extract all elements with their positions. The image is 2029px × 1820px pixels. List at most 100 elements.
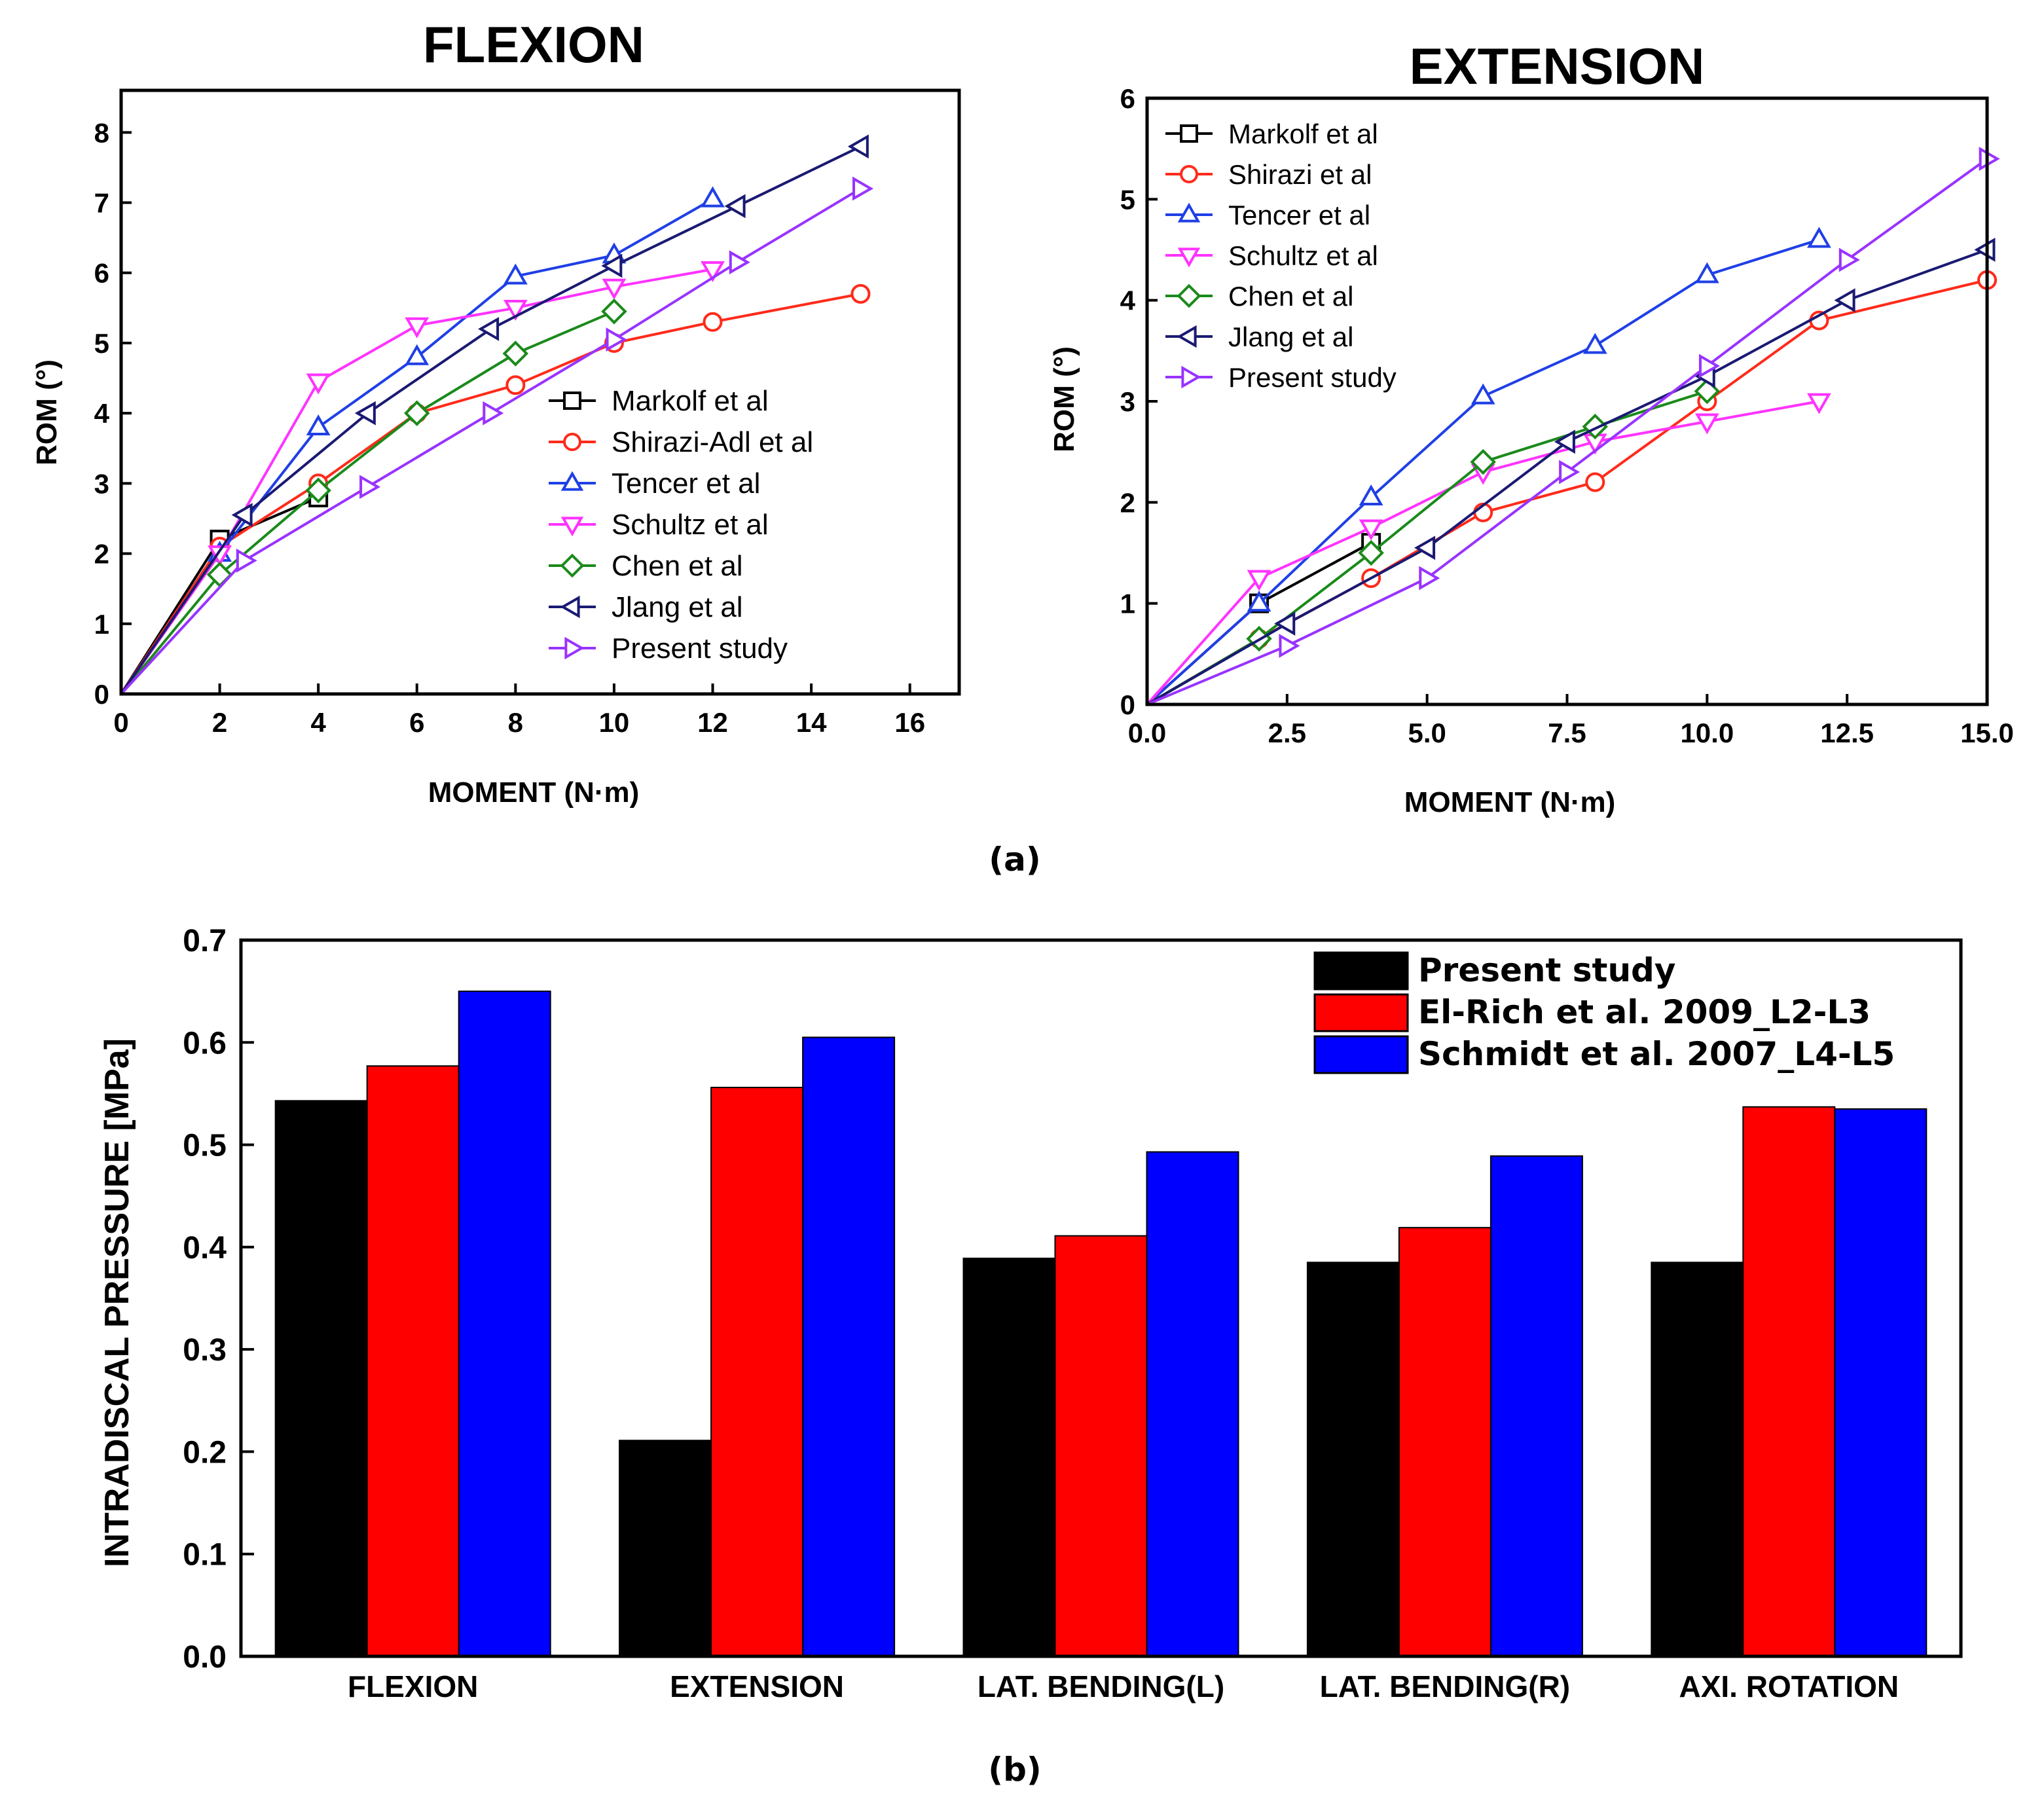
pressure-ticks: 0.0 0.1 0.2 0.3 0.4 0.5 0.6 0.7 FLEXION EXTENSION… [183, 924, 1899, 1703]
legend-marker-jiang [560, 595, 580, 619]
pressure-chart: INTRADISCAL PRESSURE [MPa] 0.00.10.20.30… [98, 924, 1963, 1703]
x-tick-label: 15.0 [1960, 718, 2014, 748]
series-present [120, 176, 874, 695]
legend-label: Chen et al [612, 550, 743, 582]
series-schultz [120, 261, 725, 695]
x-tick-label: 2.5 [1268, 718, 1306, 748]
data-point-jiang [847, 134, 869, 159]
data-point-chen [601, 298, 627, 325]
category-label: LAT. BENDING(R) [1320, 1669, 1570, 1703]
data-point-jiang [478, 317, 500, 341]
x-tick-label: 14 [796, 707, 827, 738]
data-point-tencer [306, 414, 331, 436]
pressure-bars [274, 991, 1928, 1658]
legend-marker-jiang [1177, 325, 1197, 348]
category-label: EXTENSION [670, 1669, 844, 1703]
legend-marker-markolf [563, 391, 581, 410]
data-point-jiang [1554, 429, 1575, 454]
x-tick-label: 5.0 [1408, 718, 1446, 748]
data-point-schultz [701, 261, 725, 282]
x-tick-label: 8 [508, 707, 523, 738]
extension-legend: Markolf et al Shirazi et al Tencer et al Sc… [1165, 118, 1397, 393]
bar-bar_schmidt [802, 1036, 896, 1657]
extension-ylabel: ROM (°) [1048, 346, 1080, 452]
series-line-shirazi [120, 292, 861, 695]
series-jiang [1146, 238, 1996, 706]
data-point-present [729, 250, 750, 275]
flexion-title: FLEXION [423, 16, 644, 73]
data-point-tencer [1471, 383, 1495, 405]
data-point-schultz [1247, 570, 1271, 591]
flexion-xlabel: MOMENT (N·m) [428, 776, 640, 809]
data-point-tencer [1582, 333, 1607, 354]
y-tick-label: 2 [1120, 487, 1135, 518]
data-point-shirazi [1585, 472, 1605, 492]
legend-label: Schmidt et al. 2007_L4-L5 [1418, 1035, 1895, 1073]
x-tick-label: 0.0 [1128, 718, 1166, 748]
x-tick-label: 7.5 [1548, 718, 1586, 748]
data-point-chen [1470, 448, 1496, 475]
pressure-frame [239, 938, 1963, 1658]
bar-bar_present [619, 1440, 712, 1657]
data-point-schultz [1359, 519, 1383, 541]
legend-marker-tencer [560, 471, 584, 491]
legend-marker-schultz [560, 517, 584, 537]
legend-label: El-Rich et al. 2009_L2-L3 [1418, 993, 1871, 1031]
data-point-schultz [405, 317, 430, 338]
flexion-legend: Markolf et al Shirazi-Adl et al Tencer et … [549, 385, 813, 664]
legend-label: Markolf et al [1228, 118, 1378, 149]
bar-bar_elrich [1398, 1227, 1491, 1657]
y-tick-label: 6 [94, 258, 109, 289]
legend-label: Tencer et al [1228, 200, 1370, 230]
legend-marker-present [564, 636, 585, 660]
legend-marker-chen [560, 553, 585, 578]
data-point-shirazi [703, 312, 723, 332]
bar-bar_present [1306, 1262, 1400, 1658]
legend-swatch-bar_schmidt [1313, 1035, 1409, 1074]
y-tick-label: 2 [94, 539, 109, 570]
series-jiang [120, 134, 869, 695]
panel-label-a: (a) [989, 841, 1040, 879]
bar-bar_elrich [710, 1087, 804, 1657]
data-point-jiang [231, 503, 253, 528]
legend-marker-markolf [1180, 124, 1198, 143]
data-point-present [236, 548, 257, 573]
y-tick-label: 0.0 [183, 1640, 227, 1675]
y-tick-label: 0.1 [183, 1538, 227, 1573]
y-tick-label: 0 [94, 679, 109, 710]
x-tick-label: 4 [310, 707, 326, 738]
x-tick-label: 2 [212, 707, 227, 738]
legend-label: Jlang et al [1228, 321, 1353, 352]
legend-marker-shirazi [1180, 165, 1198, 183]
data-point-schultz [602, 278, 627, 300]
legend-marker-present [1181, 365, 1201, 389]
y-tick-label: 4 [94, 398, 110, 429]
data-point-schultz [208, 545, 232, 567]
data-point-tencer [1359, 484, 1383, 506]
series-line-schultz [1146, 400, 1819, 706]
x-tick-label: 6 [409, 707, 424, 738]
y-tick-label: 0.5 [183, 1129, 227, 1163]
data-point-jiang [1974, 238, 1996, 262]
data-point-present [1838, 247, 1860, 272]
data-point-present [359, 475, 381, 500]
flexion-series [120, 134, 874, 695]
data-point-tencer [503, 263, 528, 285]
bar-bar_present [1651, 1262, 1744, 1658]
series-present [1146, 147, 2000, 706]
data-point-present [1419, 566, 1440, 591]
y-tick-label: 0.6 [183, 1026, 227, 1061]
y-tick-label: 4 [1120, 285, 1136, 316]
data-point-chen [1358, 539, 1384, 566]
data-point-shirazi [505, 375, 526, 395]
legend-label: Schultz et al [1228, 240, 1378, 271]
extension-title: EXTENSION [1410, 37, 1705, 95]
y-tick-label: 0.2 [183, 1435, 227, 1470]
x-tick-label: 10.0 [1680, 718, 1734, 748]
y-tick-label: 5 [1120, 184, 1135, 215]
series-chen [120, 298, 627, 695]
data-point-present [1698, 354, 1720, 378]
extension-frame [1145, 96, 1989, 706]
series-schultz [1146, 393, 1831, 706]
